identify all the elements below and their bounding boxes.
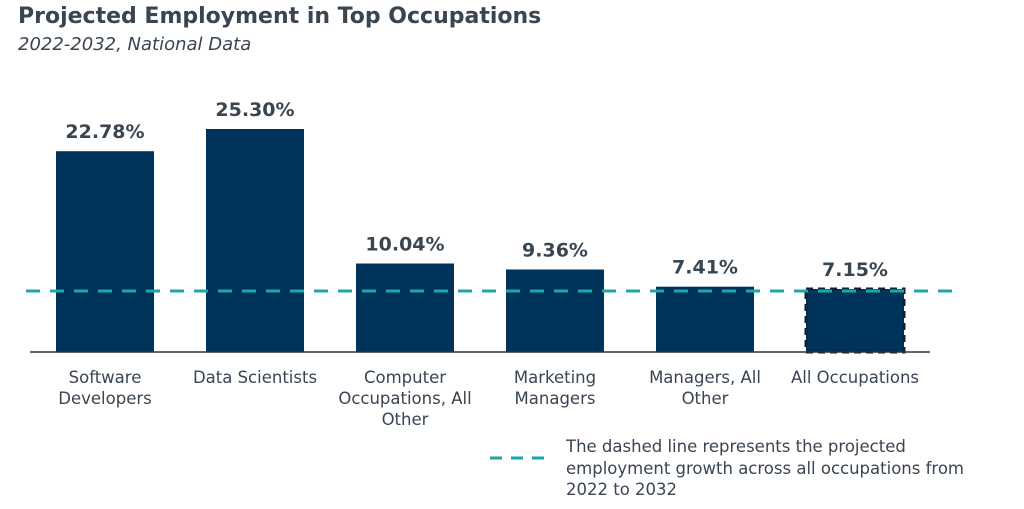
category-label-0: Software Developers [30, 367, 180, 409]
category-label-line: Managers [514, 389, 596, 408]
value-label-3: 9.36% [522, 239, 588, 261]
legend-text: The dashed line represents the projected… [566, 437, 964, 499]
category-label-4: Managers, All Other [630, 367, 780, 409]
chart-subtitle: 2022-2032, National Data [18, 34, 252, 55]
legend-dashed-line [490, 456, 548, 460]
bar-2 [356, 263, 454, 352]
category-label-line: Other [681, 389, 729, 408]
category-label-line: Software [68, 368, 142, 387]
category-label-5: All Occupations [780, 367, 930, 388]
category-label-line: Managers, All [649, 368, 761, 387]
category-label-line: Data Scientists [192, 368, 318, 387]
value-label-1: 25.30% [215, 99, 294, 121]
legend: The dashed line represents the projected… [490, 436, 1010, 502]
category-label-line: Marketing [513, 368, 597, 387]
bar-0 [56, 151, 154, 352]
category-label-line: All Occupations [790, 368, 920, 387]
value-label-0: 22.78% [65, 121, 144, 143]
bar-4 [656, 286, 754, 352]
value-label-5: 7.15% [822, 259, 888, 281]
value-label-4: 7.41% [672, 257, 738, 279]
category-label-line: Developers [58, 389, 152, 408]
category-label-3: Marketing Managers [480, 367, 630, 409]
chart-title: Projected Employment in Top Occupations [18, 4, 542, 29]
value-label-2: 10.04% [365, 234, 444, 256]
category-label-line: Other [381, 410, 429, 429]
category-label-2: Computer Occupations, All Other [330, 367, 480, 430]
bar-3 [506, 269, 604, 352]
category-label-line: Computer [363, 368, 447, 387]
bar-1 [206, 129, 304, 352]
category-label-1: Data Scientists [180, 367, 330, 388]
bar-5 [804, 287, 906, 354]
category-label-line: Occupations, All [338, 389, 472, 408]
